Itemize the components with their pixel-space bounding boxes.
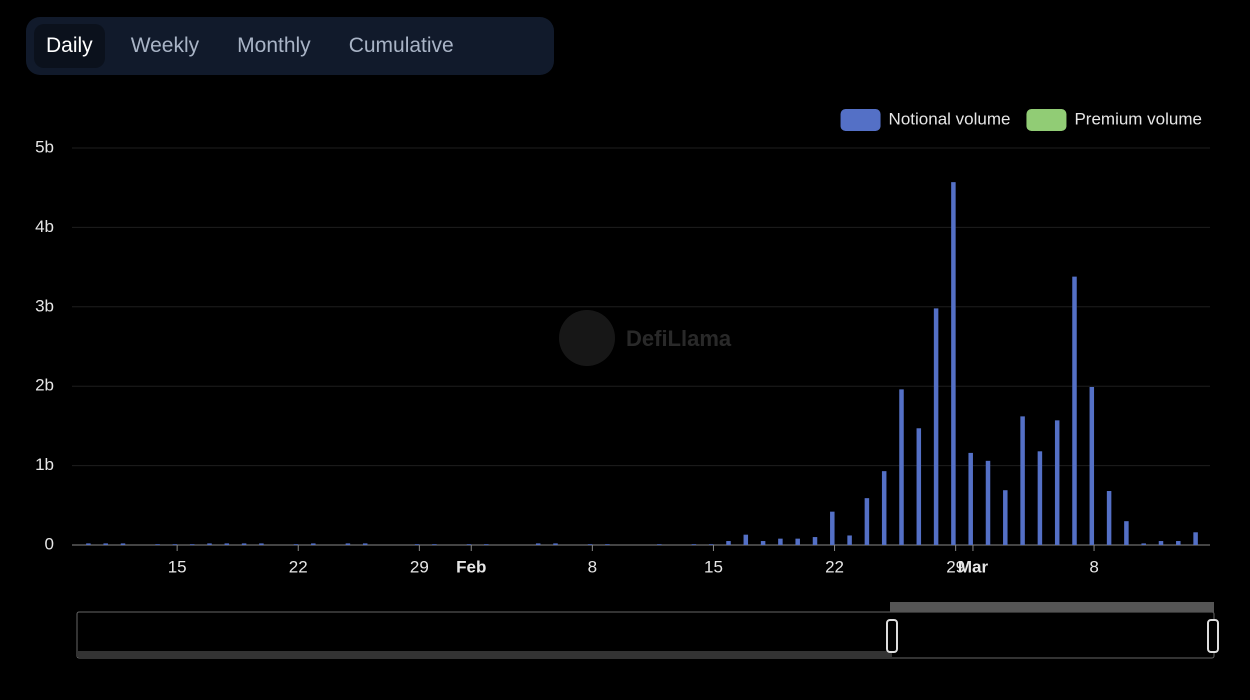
bar bbox=[587, 544, 593, 545]
bar bbox=[847, 535, 852, 545]
bar bbox=[1193, 532, 1198, 545]
bar bbox=[86, 543, 91, 545]
bar bbox=[414, 544, 420, 545]
bar bbox=[864, 498, 870, 545]
bar bbox=[795, 538, 800, 545]
bar bbox=[1072, 276, 1077, 545]
bar bbox=[778, 538, 783, 545]
bar bbox=[259, 543, 264, 545]
bar bbox=[1158, 541, 1164, 545]
bar bbox=[951, 182, 956, 545]
tab[interactable]: Weekly bbox=[130, 34, 200, 57]
bar bbox=[311, 543, 316, 545]
bar bbox=[432, 544, 437, 545]
y-tick-label: 4b bbox=[35, 217, 54, 236]
bar bbox=[1037, 451, 1043, 545]
legend-label: Premium volume bbox=[1074, 109, 1202, 128]
bar bbox=[1020, 416, 1025, 545]
slider-bar[interactable] bbox=[890, 602, 1214, 612]
bar bbox=[1003, 490, 1008, 545]
legend-label: Notional volume bbox=[889, 109, 1011, 128]
bar bbox=[172, 544, 178, 545]
bar bbox=[881, 471, 887, 545]
y-tick-label: 3b bbox=[35, 296, 54, 315]
bar bbox=[484, 544, 489, 545]
bar bbox=[760, 541, 766, 545]
bar bbox=[1089, 386, 1095, 545]
bar bbox=[345, 543, 351, 545]
slider-handle[interactable] bbox=[886, 619, 898, 653]
tab[interactable]: Cumulative bbox=[348, 34, 454, 57]
bar bbox=[553, 543, 558, 545]
bar bbox=[120, 543, 126, 545]
y-tick-label: 0 bbox=[45, 534, 54, 553]
slider-handle[interactable] bbox=[1207, 619, 1219, 653]
bar bbox=[743, 534, 749, 545]
legend-item[interactable]: Notional volume bbox=[840, 109, 1011, 131]
bar bbox=[466, 544, 472, 545]
bar bbox=[241, 543, 247, 545]
bar bbox=[916, 428, 922, 545]
bar bbox=[189, 544, 195, 545]
bar bbox=[812, 537, 818, 545]
tab[interactable]: Monthly bbox=[237, 34, 311, 57]
zoom-slider[interactable] bbox=[76, 602, 1219, 659]
x-tick-label: 15 bbox=[168, 557, 187, 576]
bar bbox=[1141, 543, 1146, 545]
bar bbox=[968, 452, 973, 545]
bar bbox=[1176, 541, 1181, 545]
bar bbox=[1124, 521, 1129, 545]
legend-swatch bbox=[1026, 109, 1067, 131]
watermark: DefiLlama bbox=[559, 310, 732, 366]
bar bbox=[657, 544, 662, 545]
bar bbox=[1054, 420, 1060, 545]
bar bbox=[985, 460, 991, 545]
bar bbox=[362, 543, 368, 545]
x-tick-label: Feb bbox=[456, 557, 486, 576]
bar bbox=[708, 544, 714, 545]
x-tick-label: 8 bbox=[1089, 557, 1098, 576]
x-tick-label: Mar bbox=[958, 557, 989, 576]
slider-shade bbox=[77, 651, 892, 657]
x-tick-label: 8 bbox=[588, 557, 597, 576]
bar bbox=[899, 389, 904, 545]
y-tick-label: 2b bbox=[35, 376, 54, 395]
bar bbox=[1106, 491, 1112, 545]
y-tick-label: 1b bbox=[35, 455, 54, 474]
bar bbox=[726, 541, 731, 545]
tab-bar: Daily Weekly Monthly Cumulative bbox=[26, 17, 554, 75]
x-tick-label: 22 bbox=[825, 557, 844, 576]
x-tick-label: 22 bbox=[289, 557, 308, 576]
bar bbox=[535, 543, 541, 545]
bar bbox=[691, 544, 697, 545]
legend-swatch bbox=[840, 109, 881, 131]
y-tick-label: 5b bbox=[35, 137, 54, 156]
bar bbox=[224, 543, 230, 545]
x-tick-label: 15 bbox=[704, 557, 723, 576]
bar bbox=[293, 544, 299, 545]
bar bbox=[103, 543, 108, 545]
watermark-logo bbox=[559, 310, 615, 366]
legend-item[interactable]: Premium volume bbox=[1026, 109, 1202, 131]
tab[interactable]: Daily bbox=[34, 24, 105, 68]
x-tick-label: 29 bbox=[946, 557, 965, 576]
x-tick-label: 29 bbox=[410, 557, 429, 576]
bar bbox=[207, 543, 212, 545]
watermark-text: DefiLlama bbox=[626, 326, 732, 351]
bar bbox=[155, 544, 160, 545]
bar bbox=[605, 544, 610, 545]
bar bbox=[933, 308, 939, 545]
bar bbox=[830, 511, 835, 545]
